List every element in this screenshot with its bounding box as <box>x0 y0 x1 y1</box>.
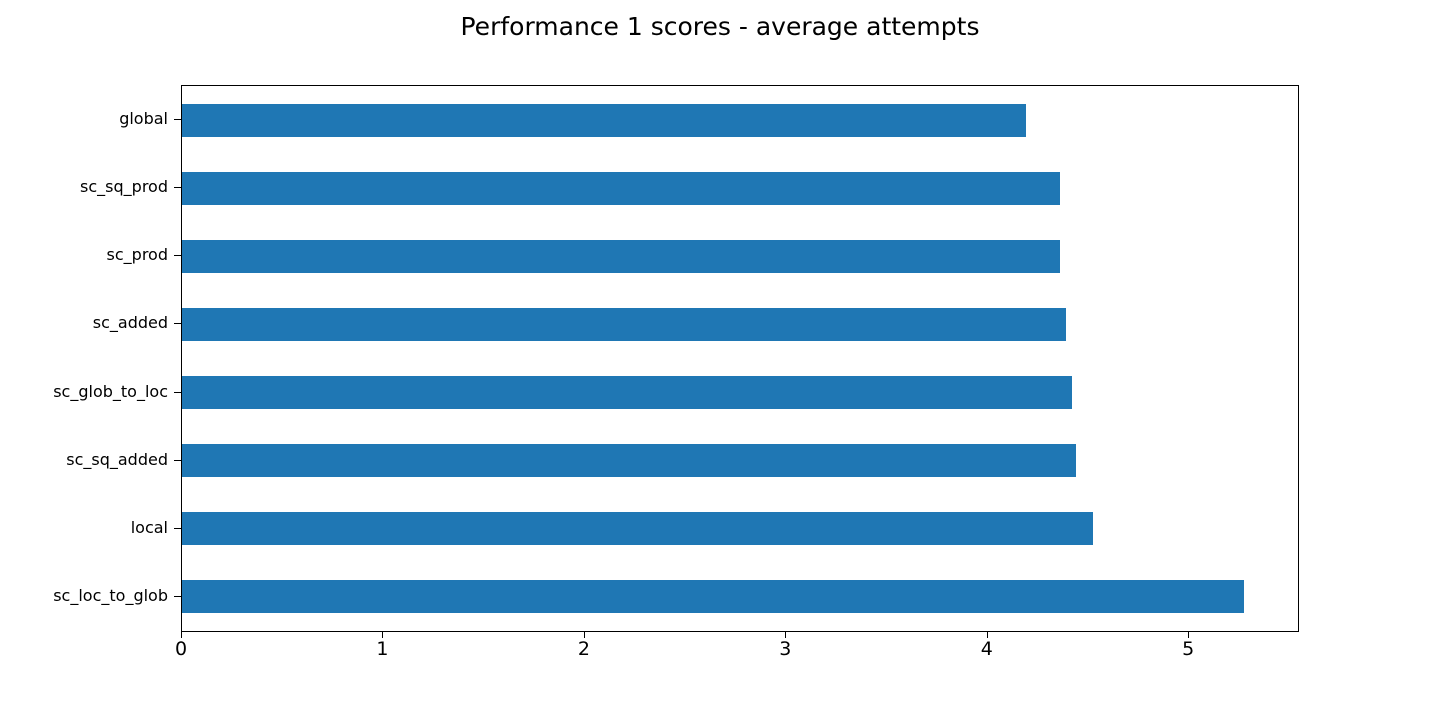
x-tick-label: 2 <box>577 638 590 660</box>
y-tick-label: sc_loc_to_glob <box>53 585 168 605</box>
x-tick-mark <box>583 631 585 638</box>
bar <box>182 307 1067 341</box>
y-tick-mark <box>174 255 181 257</box>
y-tick-label: sc_sq_prod <box>80 177 168 197</box>
bar <box>182 444 1077 478</box>
y-tick-label: sc_prod <box>106 245 168 265</box>
bar <box>182 103 1027 137</box>
y-tick-mark <box>174 119 181 121</box>
x-tick-mark <box>181 631 182 638</box>
bar <box>182 580 1244 614</box>
y-tick-label: sc_added <box>92 313 168 333</box>
y-tick-label: sc_glob_to_loc <box>53 381 168 401</box>
y-tick-mark <box>174 595 181 597</box>
y-tick-mark <box>174 323 181 325</box>
bar <box>182 171 1061 205</box>
x-tick-mark <box>785 631 787 638</box>
x-tick-mark <box>382 631 384 638</box>
x-tick-mark <box>986 631 988 638</box>
y-tick-mark <box>174 459 181 461</box>
y-tick-mark <box>174 527 181 529</box>
x-tick-label: 4 <box>980 638 993 660</box>
x-tick-label: 1 <box>376 638 389 660</box>
chart-title: Performance 1 scores - average attempts <box>460 12 980 41</box>
y-tick-mark <box>174 187 181 189</box>
bar <box>182 376 1073 410</box>
bar <box>182 512 1093 546</box>
y-tick-mark <box>174 391 181 393</box>
x-tick-mark <box>1188 631 1190 638</box>
x-tick-label: 5 <box>1182 638 1195 660</box>
x-tick-label: 0 <box>174 638 188 660</box>
x-tick-label: 3 <box>779 638 792 660</box>
y-tick-label: global <box>119 109 168 129</box>
y-tick-label: sc_sq_added <box>66 449 168 469</box>
y-tick-label: local <box>130 517 168 537</box>
plot-area <box>181 85 1299 632</box>
bar <box>182 239 1061 273</box>
